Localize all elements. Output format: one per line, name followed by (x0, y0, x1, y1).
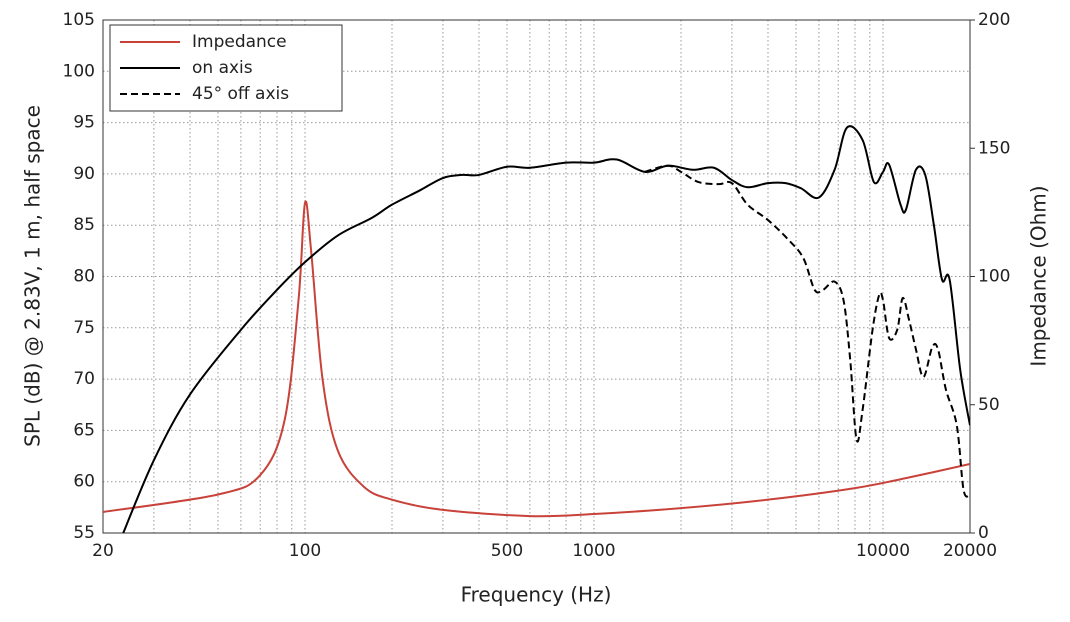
x-tick-label: 20000 (943, 541, 997, 561)
y2-axis-label: Impedance (Ohm) (1027, 185, 1051, 366)
x-tick-label: 20 (92, 541, 114, 561)
legend-label: 45° off axis (192, 84, 289, 104)
legend-label: Impedance (192, 32, 287, 52)
y-tick-label: 105 (63, 10, 95, 30)
y2-tick-label: 100 (978, 267, 1010, 287)
series-line (644, 164, 970, 498)
y-tick-label: 60 (73, 472, 95, 492)
y-tick-label: 90 (73, 164, 95, 184)
y-tick-label: 95 (73, 113, 95, 133)
y-tick-label: 100 (63, 61, 95, 81)
x-tick-label: 500 (491, 541, 523, 561)
y-tick-label: 75 (73, 318, 95, 338)
y-tick-label: 65 (73, 420, 95, 440)
y2-tick-label: 0 (978, 523, 989, 543)
x-axis-label: Frequency (Hz) (461, 583, 612, 607)
y-tick-label: 55 (73, 523, 95, 543)
y2-tick-label: 50 (978, 395, 1000, 415)
y-axis-label: SPL (dB) @ 2.83V, 1 m, half space (21, 105, 45, 447)
y-tick-label: 70 (73, 369, 95, 389)
y-tick-label: 80 (73, 267, 95, 287)
series-line (122, 125, 970, 533)
legend-label: on axis (192, 58, 253, 78)
y2-tick-label: 200 (978, 10, 1010, 30)
plot-frame (102, 19, 971, 534)
y2-tick-label: 150 (978, 138, 1010, 158)
y-tick-label: 85 (73, 215, 95, 235)
series-line (103, 200, 970, 518)
x-tick-label: 1000 (572, 541, 615, 561)
x-tick-label: 10000 (856, 541, 910, 561)
x-tick-label: 100 (289, 541, 321, 561)
